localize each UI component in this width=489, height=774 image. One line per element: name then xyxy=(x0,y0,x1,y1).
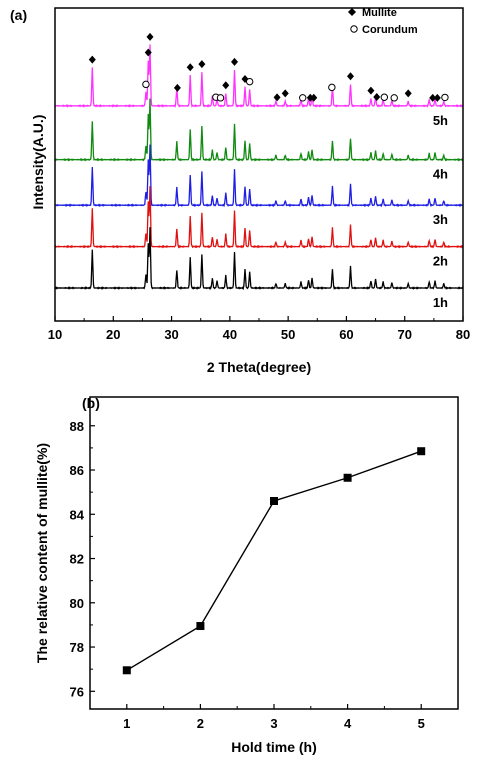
content-y-tick-label: 88 xyxy=(70,419,84,434)
mullite-marker xyxy=(144,48,152,57)
legend-corundum-label: Corundum xyxy=(362,24,418,36)
corundum-marker xyxy=(142,80,150,89)
mullite-marker xyxy=(222,81,230,90)
corundum-marker xyxy=(441,93,449,102)
mullite-marker xyxy=(373,92,381,101)
content-point xyxy=(196,622,205,631)
xrd-y-axis-label: Intensity(A.U.) xyxy=(30,115,46,210)
corundum-marker xyxy=(245,77,254,86)
content-x-tick-label: 3 xyxy=(270,716,277,731)
xrd-x-axis: 10 20 30 40 50 60 70 80 xyxy=(48,316,470,342)
legend-mullite-marker xyxy=(348,8,356,16)
mullite-marker xyxy=(429,93,437,102)
legend-corundum-marker xyxy=(350,25,358,33)
content-y-tick-label: 84 xyxy=(70,507,85,522)
content-y-tick-label: 86 xyxy=(70,463,84,478)
series-label-4h: 4h xyxy=(433,167,448,182)
content-plot-frame xyxy=(89,396,459,710)
mullite-marker xyxy=(433,93,441,102)
xrd-series-group xyxy=(54,44,464,291)
series-label-group: 5h 4h 3h 2h 1h xyxy=(433,113,448,310)
xrd-x-axis-label: 2 Theta(degree) xyxy=(207,359,311,375)
xrd-trace-5h xyxy=(54,44,464,108)
panel-b-label: (b) xyxy=(82,395,100,411)
content-point xyxy=(343,473,352,482)
xrd-x-tick-label: 50 xyxy=(281,327,295,342)
mullite-marker xyxy=(173,83,181,92)
xrd-panel: (a) 5h 4h 3h 2h 1h 10 20 30 40 50 60 70 80 Mullite … xyxy=(10,7,470,375)
corundum-marker xyxy=(328,83,336,92)
content-x-tick-label: 5 xyxy=(418,716,425,731)
xrd-legend: Mullite Corundum xyxy=(348,7,418,36)
legend-mullite-label: Mullite xyxy=(362,7,397,19)
phase-marker-group xyxy=(88,32,449,102)
content-x-tick-label: 1 xyxy=(123,716,130,731)
xrd-x-tick-label: 80 xyxy=(456,327,470,342)
mullite-marker xyxy=(367,86,375,95)
mullite-marker xyxy=(231,57,239,66)
mullite-content-panel: (b) 76 78 80 82 84 86 88 1 2 3 4 5 Hold time (h) T… xyxy=(34,395,459,755)
content-point xyxy=(122,666,131,675)
content-y-axis-label: The relative content of mullite(%) xyxy=(34,443,50,663)
content-y-tick-label: 82 xyxy=(70,552,84,567)
series-label-1h: 1h xyxy=(433,295,448,310)
content-y-axis: 76 78 80 82 84 86 88 xyxy=(70,419,95,699)
corundum-marker xyxy=(390,94,398,102)
content-x-tick-label: 2 xyxy=(197,716,204,731)
corundum-marker xyxy=(380,93,389,101)
corundum-marker xyxy=(216,94,225,102)
xrd-x-tick-label: 40 xyxy=(223,327,237,342)
corundum-marker xyxy=(299,94,307,102)
content-y-tick-label: 76 xyxy=(70,684,84,699)
mullite-marker xyxy=(198,60,206,69)
xrd-x-tick-label: 70 xyxy=(397,327,411,342)
content-x-axis-label: Hold time (h) xyxy=(231,739,317,755)
xrd-trace-2h xyxy=(54,186,464,249)
content-x-axis: 1 2 3 4 5 xyxy=(123,704,425,731)
mullite-marker xyxy=(310,93,318,102)
xrd-plot-frame xyxy=(54,7,464,322)
mullite-marker xyxy=(281,89,289,98)
content-point xyxy=(270,497,278,505)
mullite-marker xyxy=(186,63,194,72)
panel-a-label: (a) xyxy=(10,7,27,23)
mullite-marker xyxy=(404,89,412,98)
content-y-tick-label: 80 xyxy=(70,596,84,611)
content-y-tick-label: 78 xyxy=(70,640,84,655)
content-x-tick-label: 4 xyxy=(344,716,352,731)
mullite-marker xyxy=(273,93,281,102)
series-label-3h: 3h xyxy=(433,212,448,227)
xrd-trace-4h xyxy=(54,98,464,162)
mullite-marker xyxy=(146,32,154,41)
xrd-x-tick-label: 60 xyxy=(339,327,353,342)
content-line xyxy=(126,450,422,671)
series-label-5h: 5h xyxy=(433,113,448,128)
mullite-marker xyxy=(88,55,96,64)
xrd-trace-1h xyxy=(54,227,464,291)
xrd-trace-3h xyxy=(54,144,464,208)
xrd-x-tick-label: 10 xyxy=(48,327,62,342)
content-point xyxy=(417,447,426,456)
xrd-x-tick-label: 30 xyxy=(164,327,178,342)
mullite-marker xyxy=(347,72,355,81)
xrd-x-tick-label: 20 xyxy=(106,327,120,342)
content-series xyxy=(122,447,426,675)
series-label-2h: 2h xyxy=(433,254,448,269)
